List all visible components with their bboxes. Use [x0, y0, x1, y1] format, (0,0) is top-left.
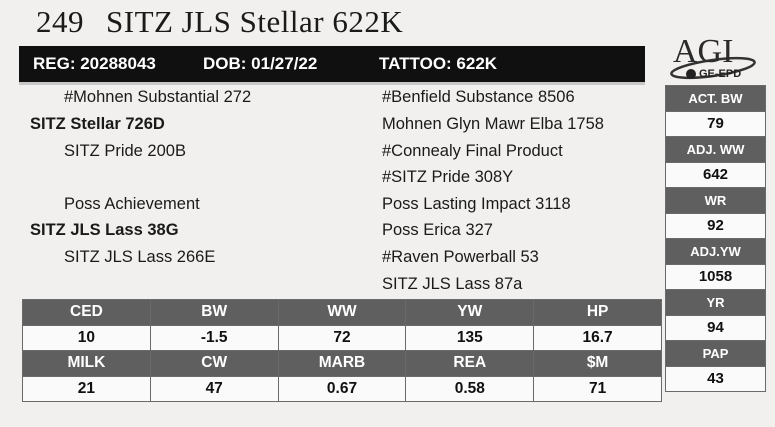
stat-value: 1058 — [665, 263, 766, 290]
pedigree-sd-sire: #Connealy Final Product — [382, 142, 563, 160]
pedigree-dd-sire: #Raven Powerball 53 — [382, 248, 539, 266]
epd-value: -1.5 — [149, 324, 279, 351]
stat-value: 642 — [665, 161, 766, 188]
epd-header-row: CED BW WW YW HP — [22, 299, 662, 326]
stat-label: WR — [665, 187, 766, 214]
animal-name: SITZ JLS Stellar 622K — [106, 4, 404, 39]
stat-value: 43 — [665, 365, 766, 392]
epd-header-row: MILK CW MARB REA $M — [22, 350, 662, 377]
pedigree-dam-sire: Poss Achievement — [64, 195, 200, 213]
agi-logo: AGI GE-EPD — [665, 30, 765, 82]
stat-value: 94 — [665, 314, 766, 341]
epd-label: CW — [149, 350, 279, 377]
epd-value-row: 10 -1.5 72 135 16.7 — [22, 324, 662, 351]
pedigree-dam: SITZ JLS Lass 38G — [30, 221, 179, 239]
stat-label: ADJ.YW — [665, 238, 766, 265]
epd-value-row: 21 47 0.67 0.58 71 — [22, 375, 662, 402]
date-of-birth: DOB: 01/27/22 — [203, 54, 318, 73]
epd-label: HP — [533, 299, 662, 326]
pedigree-ss-sire: #Benfield Substance 8506 — [382, 88, 575, 106]
epd-label: $M — [533, 350, 662, 377]
registration-number: REG: 20288043 — [33, 54, 156, 73]
pedigree-ss-dam: Mohnen Glyn Mawr Elba 1758 — [382, 115, 604, 133]
epd-label: MILK — [22, 350, 151, 377]
tattoo: TATTOO: 622K — [379, 54, 498, 73]
stat-label: ADJ. WW — [665, 136, 766, 163]
epd-label: WW — [277, 299, 407, 326]
epd-value: 71 — [533, 375, 662, 402]
pedigree-ds-dam: Poss Erica 327 — [382, 221, 493, 239]
epd-value: 21 — [22, 375, 151, 402]
pedigree-ds-sire: Poss Lasting Impact 3118 — [382, 195, 571, 213]
pedigree-sire-dam: SITZ Pride 200B — [64, 142, 186, 160]
logo-subtext: GE-EPD — [699, 68, 741, 80]
epd-value: 0.58 — [405, 375, 535, 402]
registration-bar: REG: 20288043 DOB: 01/27/22 TATTOO: 622K — [19, 46, 645, 85]
epd-label: REA — [405, 350, 535, 377]
pedigree-dd-dam: SITZ JLS Lass 87a — [382, 275, 523, 293]
lot-number: 249 — [36, 4, 84, 39]
epd-value: 16.7 — [533, 324, 662, 351]
agi-logo-icon: AGI GE-EPD — [670, 33, 756, 80]
epd-value: 10 — [22, 324, 151, 351]
logo-text: AGI — [673, 33, 733, 70]
epd-value: 47 — [149, 375, 279, 402]
epd-table: CED BW WW YW HP 10 -1.5 72 135 16.7 MILK… — [22, 299, 662, 402]
epd-value: 72 — [277, 324, 407, 351]
epd-value: 135 — [405, 324, 535, 351]
epd-label: CED — [22, 299, 151, 326]
stat-value: 92 — [665, 212, 766, 239]
epd-value: 0.67 — [277, 375, 407, 402]
pedigree-dam-dam: SITZ JLS Lass 266E — [64, 248, 216, 266]
epd-label: BW — [149, 299, 279, 326]
pedigree-sire-sire: #Mohnen Substantial 272 — [64, 88, 252, 106]
stat-label: ACT. BW — [665, 85, 766, 112]
stat-label: PAP — [665, 340, 766, 367]
lot-title: 249 SITZ JLS Stellar 622K — [36, 4, 403, 40]
pedigree-sire: SITZ Stellar 726D — [30, 115, 165, 133]
epd-label: MARB — [277, 350, 407, 377]
stat-label: YR — [665, 289, 766, 316]
stat-value: 79 — [665, 110, 766, 137]
epd-label: YW — [405, 299, 535, 326]
pedigree-sd-dam: #SITZ Pride 308Y — [382, 168, 514, 186]
performance-stats-table: ACT. BW 79 ADJ. WW 642 WR 92 ADJ.YW 1058… — [665, 85, 766, 392]
